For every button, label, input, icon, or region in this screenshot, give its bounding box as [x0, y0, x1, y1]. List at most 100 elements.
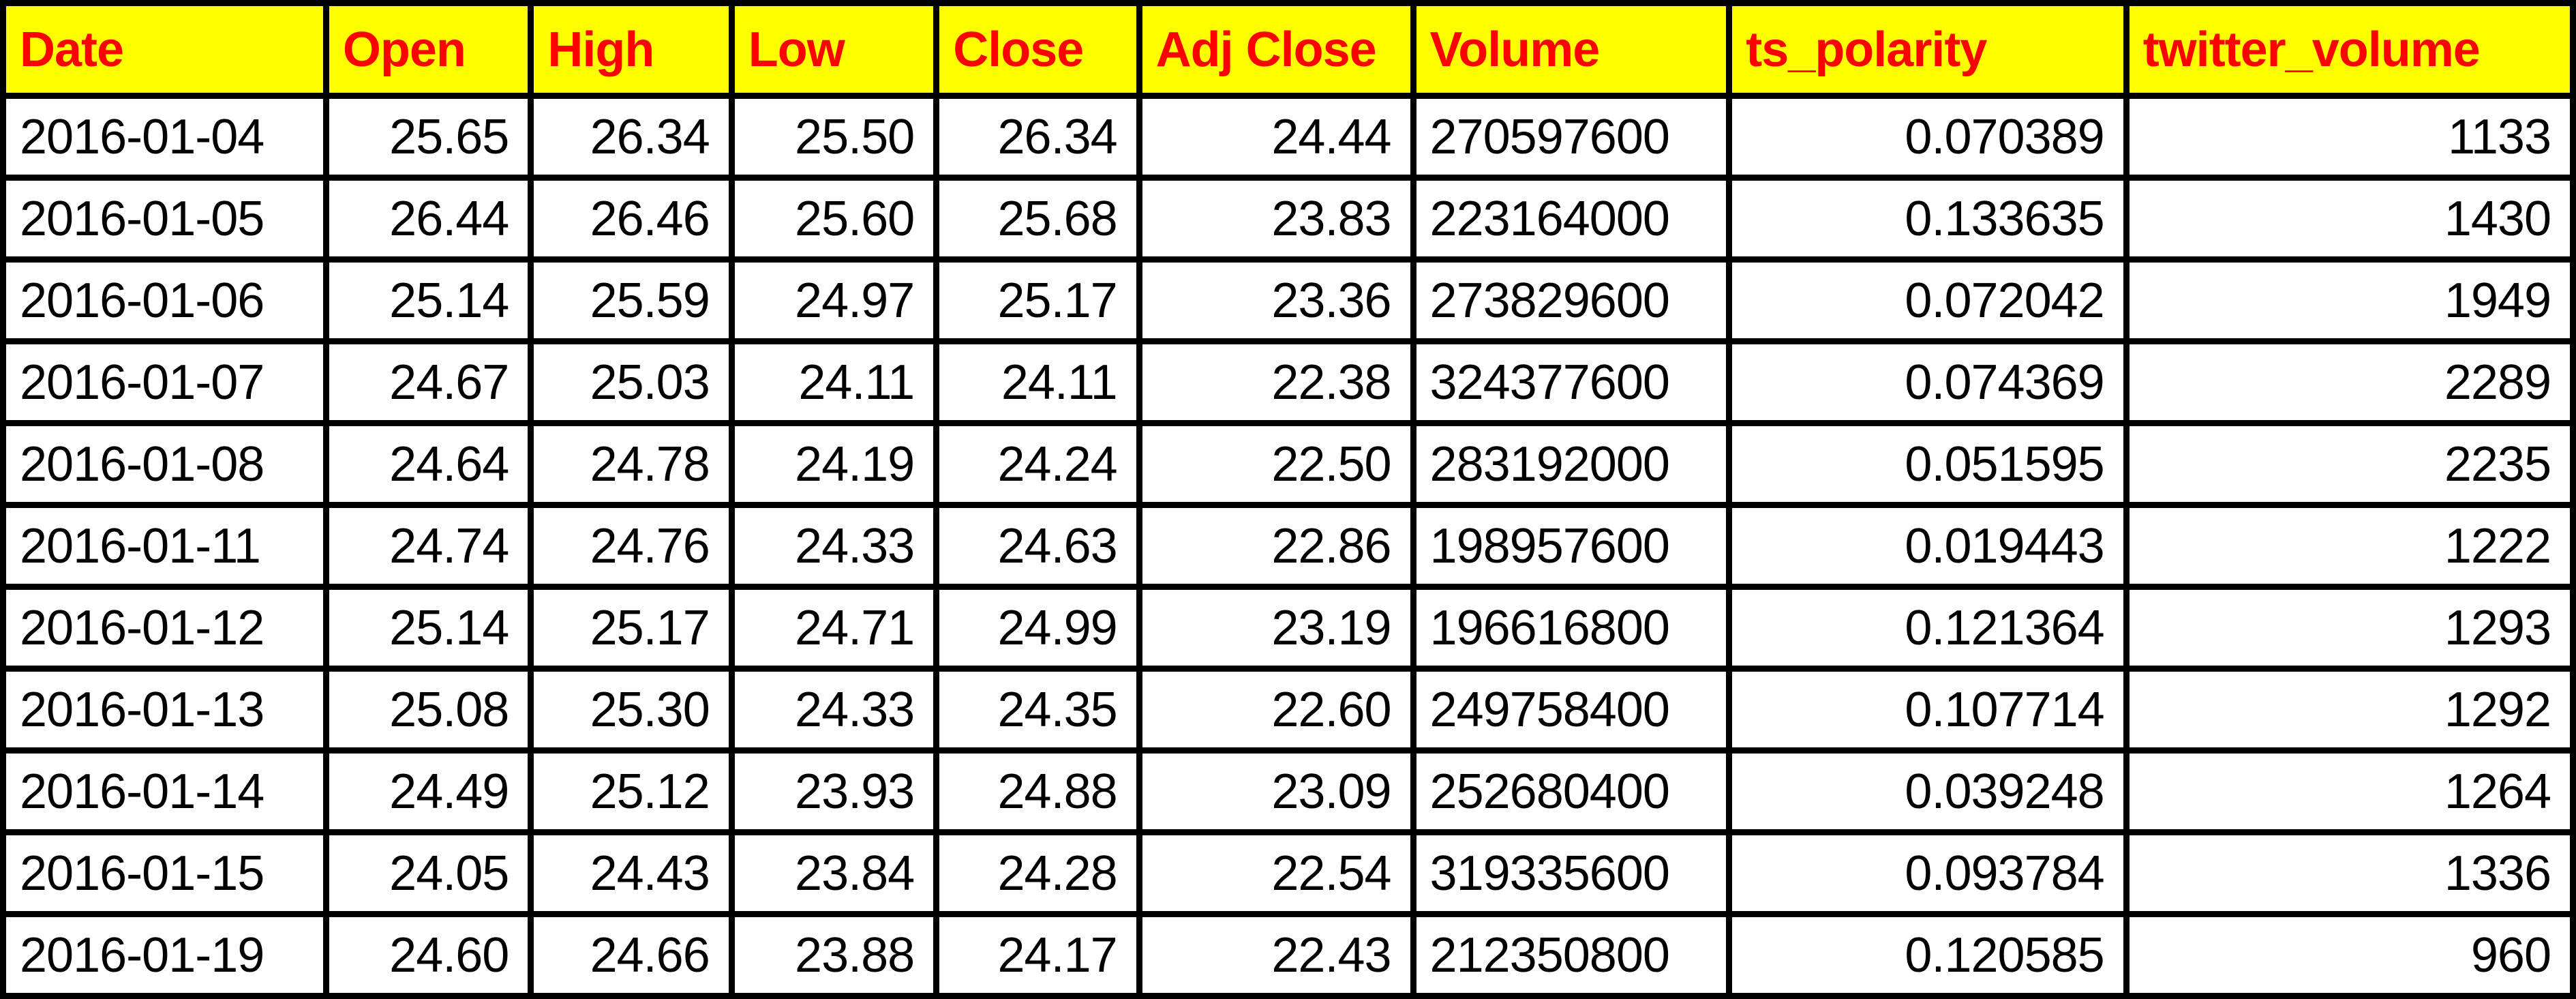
cell-volume: 283192000 [1410, 420, 1733, 508]
header-cell-ts-polarity: ts_polarity [1726, 0, 2130, 99]
cell-volume: 223164000 [1410, 175, 1733, 263]
cell-adj-close: 23.83 [1136, 175, 1416, 263]
cell-adj-close: 24.44 [1136, 93, 1416, 181]
cell-open: 25.08 [322, 666, 534, 754]
cell-volume: 249758400 [1410, 666, 1733, 754]
cell-twitter-volume: 1293 [2123, 584, 2576, 672]
cell-date: 2016-01-14 [0, 747, 329, 835]
table-row: 2016-01-04 25.65 26.34 25.50 26.34 24.44 27059… [0, 93, 2576, 181]
cell-open: 24.67 [322, 338, 534, 426]
cell-low: 23.84 [728, 829, 940, 917]
cell-close: 24.11 [933, 338, 1142, 426]
cell-adj-close: 23.19 [1136, 584, 1416, 672]
cell-low: 24.19 [728, 420, 940, 508]
cell-twitter-volume: 2289 [2123, 338, 2576, 426]
cell-date: 2016-01-04 [0, 93, 329, 181]
cell-close: 24.88 [933, 747, 1142, 835]
cell-low: 25.50 [728, 93, 940, 181]
cell-close: 26.34 [933, 93, 1142, 181]
cell-ts-polarity: 0.072042 [1726, 256, 2130, 344]
table-row: 2016-01-13 25.08 25.30 24.33 24.35 22.60 24975… [0, 666, 2576, 754]
cell-ts-polarity: 0.070389 [1726, 93, 2130, 181]
cell-twitter-volume: 1336 [2123, 829, 2576, 917]
cell-date: 2016-01-15 [0, 829, 329, 917]
cell-ts-polarity: 0.121364 [1726, 584, 2130, 672]
cell-date: 2016-01-06 [0, 256, 329, 344]
cell-low: 24.97 [728, 256, 940, 344]
cell-close: 25.68 [933, 175, 1142, 263]
cell-adj-close: 23.09 [1136, 747, 1416, 835]
table-row: 2016-01-08 24.64 24.78 24.19 24.24 22.50 28319… [0, 420, 2576, 508]
cell-low: 23.93 [728, 747, 940, 835]
table-row: 2016-01-15 24.05 24.43 23.84 24.28 22.54 31933… [0, 829, 2576, 917]
cell-twitter-volume: 1292 [2123, 666, 2576, 754]
cell-volume: 273829600 [1410, 256, 1733, 344]
cell-low: 25.60 [728, 175, 940, 263]
cell-close: 24.63 [933, 502, 1142, 590]
cell-date: 2016-01-11 [0, 502, 329, 590]
cell-volume: 212350800 [1410, 911, 1733, 999]
cell-close: 25.17 [933, 256, 1142, 344]
cell-open: 24.05 [322, 829, 534, 917]
header-cell-volume: Volume [1410, 0, 1733, 99]
cell-date: 2016-01-08 [0, 420, 329, 508]
cell-adj-close: 22.43 [1136, 911, 1416, 999]
header-cell-close: Close [933, 0, 1142, 99]
cell-adj-close: 22.38 [1136, 338, 1416, 426]
cell-high: 25.30 [528, 666, 735, 754]
cell-ts-polarity: 0.120585 [1726, 911, 2130, 999]
cell-open: 24.74 [322, 502, 534, 590]
table-row: 2016-01-19 24.60 24.66 23.88 24.17 22.43 21235… [0, 911, 2576, 999]
cell-ts-polarity: 0.107714 [1726, 666, 2130, 754]
header-cell-date: Date [0, 0, 329, 99]
cell-date: 2016-01-07 [0, 338, 329, 426]
cell-high: 25.17 [528, 584, 735, 672]
cell-high: 24.43 [528, 829, 735, 917]
cell-ts-polarity: 0.051595 [1726, 420, 2130, 508]
cell-twitter-volume: 1133 [2123, 93, 2576, 181]
cell-ts-polarity: 0.019443 [1726, 502, 2130, 590]
cell-open: 24.64 [322, 420, 534, 508]
cell-ts-polarity: 0.093784 [1726, 829, 2130, 917]
cell-high: 25.59 [528, 256, 735, 344]
cell-adj-close: 22.50 [1136, 420, 1416, 508]
cell-volume: 252680400 [1410, 747, 1733, 835]
cell-low: 24.71 [728, 584, 940, 672]
cell-close: 24.17 [933, 911, 1142, 999]
cell-low: 24.11 [728, 338, 940, 426]
cell-twitter-volume: 960 [2123, 911, 2576, 999]
cell-adj-close: 22.60 [1136, 666, 1416, 754]
header-cell-twitter-volume: twitter_volume [2123, 0, 2576, 99]
cell-close: 24.99 [933, 584, 1142, 672]
cell-volume: 198957600 [1410, 502, 1733, 590]
cell-high: 24.66 [528, 911, 735, 999]
cell-volume: 319335600 [1410, 829, 1733, 917]
table-row: 2016-01-07 24.67 25.03 24.11 24.11 22.38 32437… [0, 338, 2576, 426]
cell-high: 24.76 [528, 502, 735, 590]
header-cell-open: Open [322, 0, 534, 99]
cell-ts-polarity: 0.074369 [1726, 338, 2130, 426]
cell-adj-close: 23.36 [1136, 256, 1416, 344]
cell-open: 24.60 [322, 911, 534, 999]
cell-adj-close: 22.86 [1136, 502, 1416, 590]
table-row: 2016-01-11 24.74 24.76 24.33 24.63 22.86 19895… [0, 502, 2576, 590]
cell-ts-polarity: 0.133635 [1726, 175, 2130, 263]
cell-volume: 196616800 [1410, 584, 1733, 672]
cell-adj-close: 22.54 [1136, 829, 1416, 917]
cell-ts-polarity: 0.039248 [1726, 747, 2130, 835]
cell-volume: 270597600 [1410, 93, 1733, 181]
cell-volume: 324377600 [1410, 338, 1733, 426]
cell-high: 25.12 [528, 747, 735, 835]
cell-open: 24.49 [322, 747, 534, 835]
cell-low: 24.33 [728, 502, 940, 590]
table-row: 2016-01-14 24.49 25.12 23.93 24.88 23.09 25268… [0, 747, 2576, 835]
header-cell-low: Low [728, 0, 940, 99]
cell-twitter-volume: 1430 [2123, 175, 2576, 263]
table-row: 2016-01-12 25.14 25.17 24.71 24.99 23.19 19661… [0, 584, 2576, 672]
cell-open: 25.65 [322, 93, 534, 181]
cell-date: 2016-01-05 [0, 175, 329, 263]
cell-twitter-volume: 1222 [2123, 502, 2576, 590]
table-row: 2016-01-05 26.44 26.46 25.60 25.68 23.83 22316… [0, 175, 2576, 263]
table-row: 2016-01-06 25.14 25.59 24.97 25.17 23.36 27382… [0, 256, 2576, 344]
